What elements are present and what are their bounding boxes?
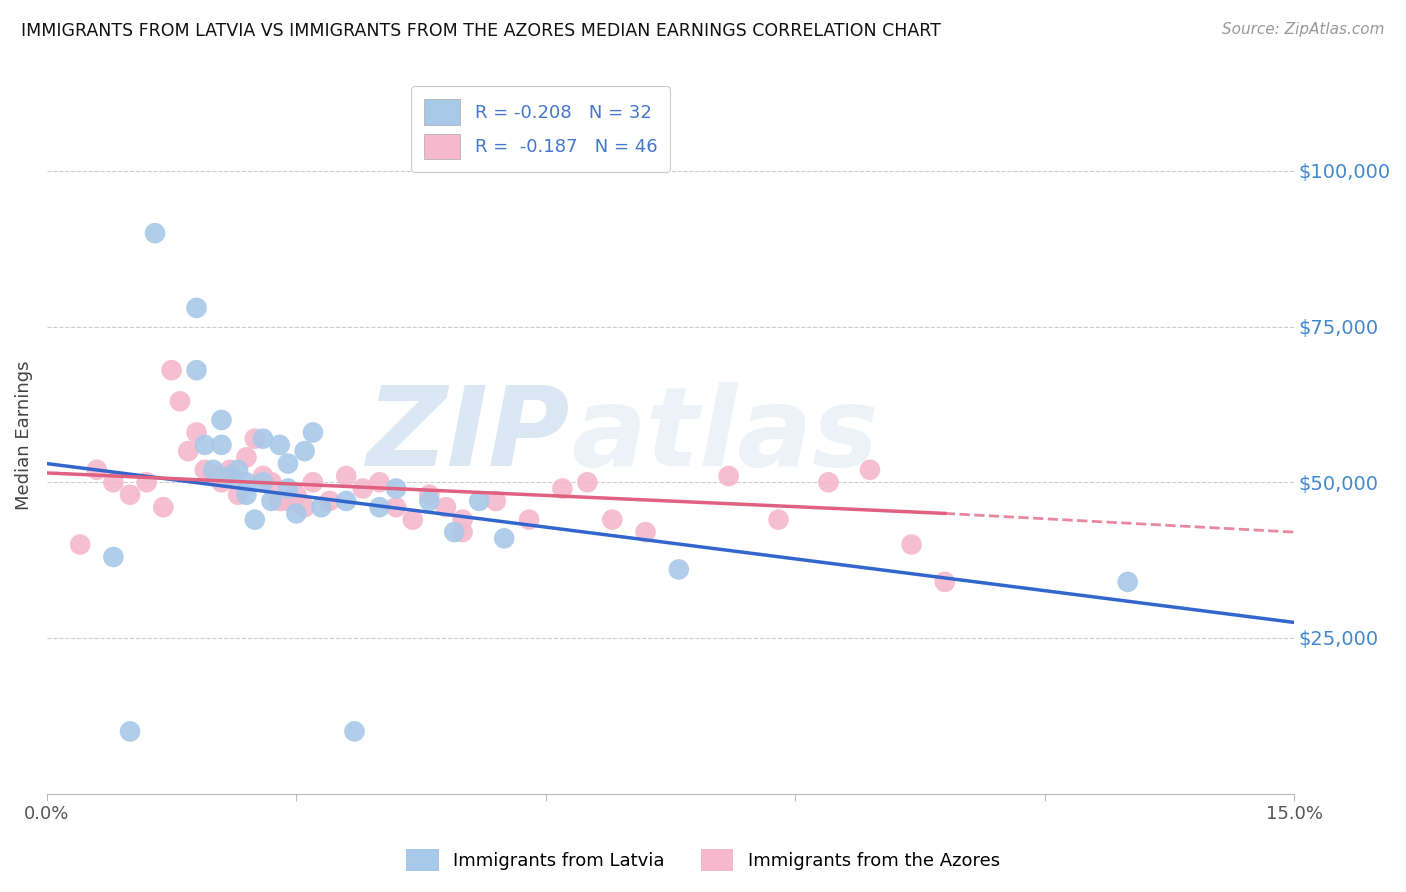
Point bbox=[468, 494, 491, 508]
Point bbox=[211, 475, 233, 490]
Point bbox=[285, 488, 308, 502]
Point bbox=[451, 513, 474, 527]
Point bbox=[194, 463, 217, 477]
Point bbox=[294, 444, 316, 458]
Point bbox=[252, 469, 274, 483]
Point bbox=[343, 724, 366, 739]
Point bbox=[859, 463, 882, 477]
Point bbox=[235, 450, 257, 465]
Text: ZIP: ZIP bbox=[367, 382, 571, 489]
Point bbox=[160, 363, 183, 377]
Point bbox=[177, 444, 200, 458]
Point bbox=[202, 463, 225, 477]
Point bbox=[385, 482, 408, 496]
Point bbox=[143, 226, 166, 240]
Point bbox=[103, 549, 125, 564]
Point bbox=[186, 425, 208, 440]
Point bbox=[402, 513, 425, 527]
Point bbox=[211, 413, 233, 427]
Point bbox=[218, 469, 240, 483]
Point bbox=[294, 500, 316, 515]
Point bbox=[103, 475, 125, 490]
Point bbox=[900, 537, 922, 551]
Point bbox=[817, 475, 839, 490]
Point bbox=[385, 500, 408, 515]
Point bbox=[269, 438, 291, 452]
Point bbox=[335, 469, 357, 483]
Point bbox=[285, 507, 308, 521]
Legend: R = -0.208   N = 32, R =  -0.187   N = 46: R = -0.208 N = 32, R = -0.187 N = 46 bbox=[412, 87, 669, 172]
Point bbox=[243, 432, 266, 446]
Point bbox=[1116, 574, 1139, 589]
Point bbox=[277, 457, 299, 471]
Point bbox=[194, 438, 217, 452]
Point bbox=[335, 494, 357, 508]
Point bbox=[69, 537, 91, 551]
Point bbox=[352, 482, 374, 496]
Point bbox=[517, 513, 540, 527]
Text: atlas: atlas bbox=[571, 382, 879, 489]
Point bbox=[118, 724, 141, 739]
Point bbox=[211, 438, 233, 452]
Point bbox=[494, 531, 516, 545]
Point bbox=[485, 494, 508, 508]
Point bbox=[277, 494, 299, 508]
Point bbox=[576, 475, 599, 490]
Point bbox=[318, 494, 340, 508]
Point bbox=[600, 513, 623, 527]
Point bbox=[86, 463, 108, 477]
Point bbox=[717, 469, 740, 483]
Point bbox=[218, 463, 240, 477]
Point bbox=[418, 494, 440, 508]
Point bbox=[260, 475, 283, 490]
Point bbox=[252, 432, 274, 446]
Text: IMMIGRANTS FROM LATVIA VS IMMIGRANTS FROM THE AZORES MEDIAN EARNINGS CORRELATION: IMMIGRANTS FROM LATVIA VS IMMIGRANTS FRO… bbox=[21, 22, 941, 40]
Point bbox=[451, 525, 474, 540]
Legend: Immigrants from Latvia, Immigrants from the Azores: Immigrants from Latvia, Immigrants from … bbox=[399, 842, 1007, 879]
Point bbox=[368, 475, 391, 490]
Point bbox=[118, 488, 141, 502]
Point bbox=[434, 500, 457, 515]
Point bbox=[302, 425, 325, 440]
Point bbox=[277, 482, 299, 496]
Point bbox=[269, 494, 291, 508]
Point bbox=[668, 562, 690, 576]
Point bbox=[309, 500, 332, 515]
Point bbox=[443, 525, 465, 540]
Point bbox=[235, 475, 257, 490]
Point bbox=[243, 513, 266, 527]
Point bbox=[260, 494, 283, 508]
Point bbox=[226, 463, 249, 477]
Point bbox=[418, 488, 440, 502]
Point bbox=[768, 513, 790, 527]
Point bbox=[235, 488, 257, 502]
Text: Source: ZipAtlas.com: Source: ZipAtlas.com bbox=[1222, 22, 1385, 37]
Point bbox=[152, 500, 174, 515]
Point bbox=[226, 488, 249, 502]
Point bbox=[186, 301, 208, 315]
Point bbox=[135, 475, 157, 490]
Point bbox=[551, 482, 574, 496]
Point bbox=[634, 525, 657, 540]
Point bbox=[202, 469, 225, 483]
Point bbox=[934, 574, 956, 589]
Point bbox=[368, 500, 391, 515]
Point bbox=[252, 475, 274, 490]
Y-axis label: Median Earnings: Median Earnings bbox=[15, 360, 32, 510]
Point bbox=[169, 394, 191, 409]
Point bbox=[302, 475, 325, 490]
Point bbox=[186, 363, 208, 377]
